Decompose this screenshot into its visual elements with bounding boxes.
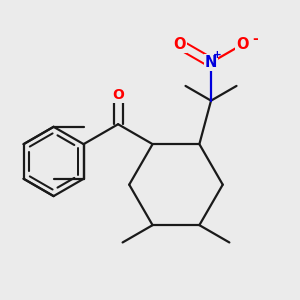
Text: -: - bbox=[252, 32, 257, 46]
Text: O: O bbox=[236, 37, 249, 52]
Text: O: O bbox=[173, 37, 186, 52]
Text: N: N bbox=[205, 55, 217, 70]
Text: +: + bbox=[213, 50, 222, 60]
Text: O: O bbox=[112, 88, 124, 102]
